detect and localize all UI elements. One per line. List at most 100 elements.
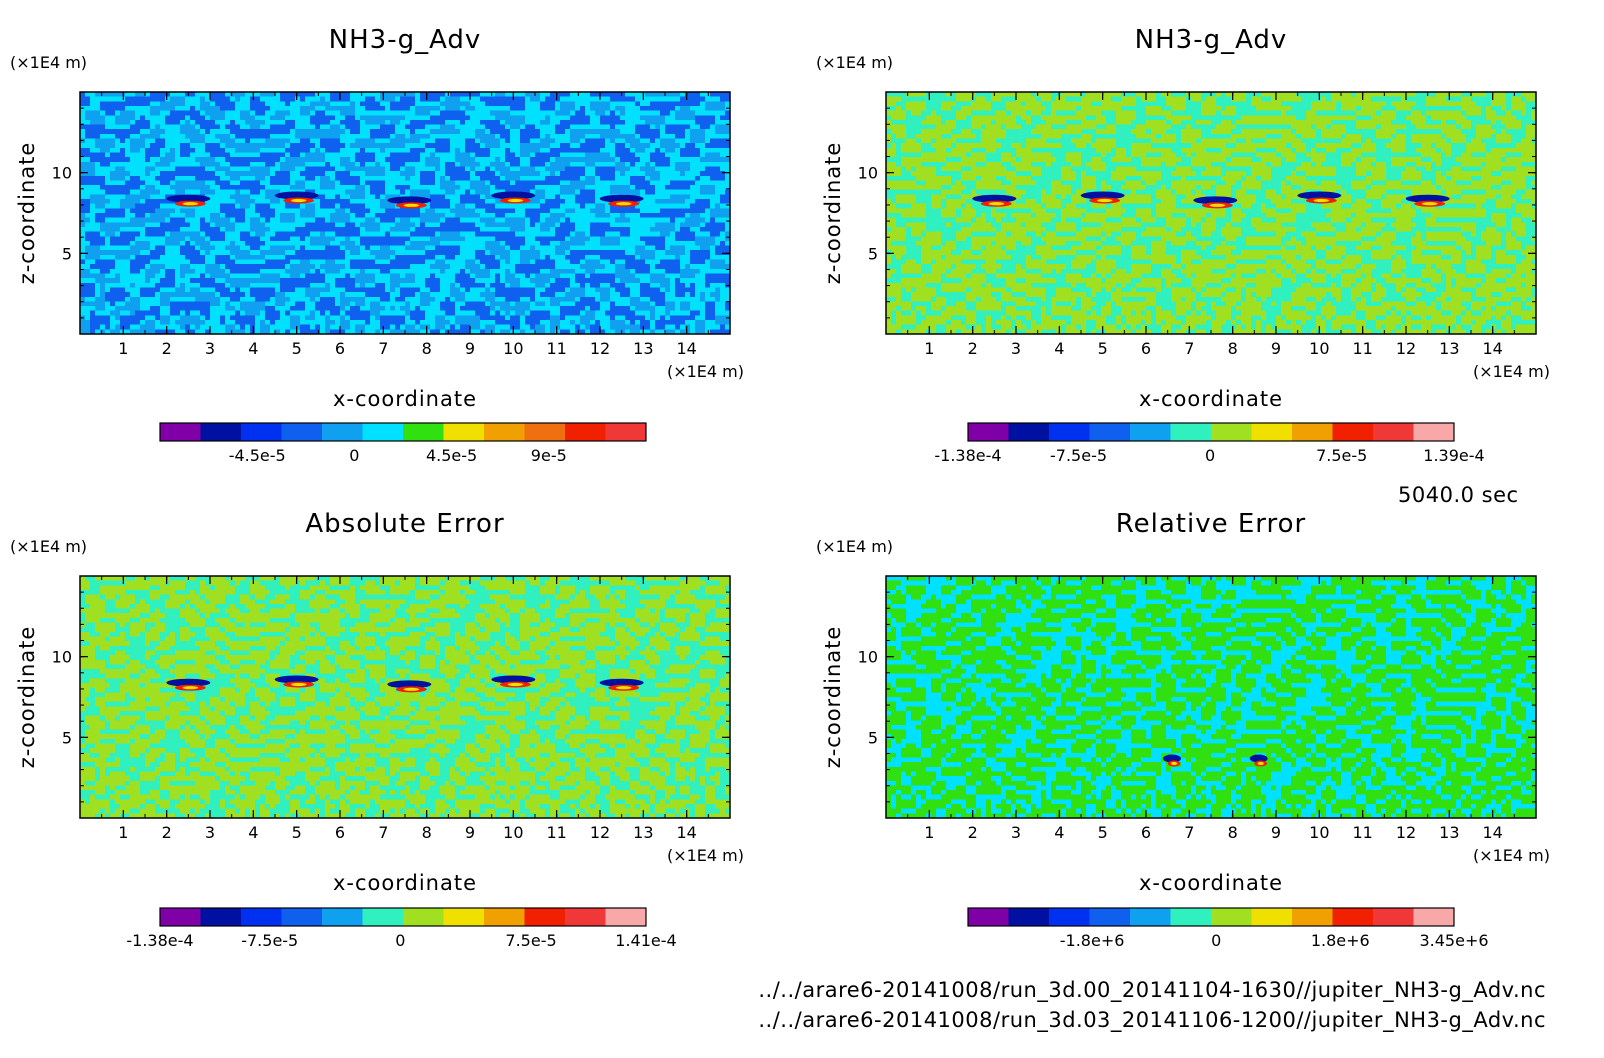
heatmap-cell: [490, 250, 496, 256]
heatmap-cell: [235, 189, 241, 195]
heatmap-cell: [670, 194, 676, 200]
heatmap-cell: [475, 171, 481, 177]
heatmap-cell: [325, 254, 331, 260]
heatmap-cell: [295, 105, 301, 112]
heatmap-cell: [670, 171, 676, 177]
heatmap-cell: [220, 166, 226, 172]
heatmap-cell: [180, 101, 186, 107]
heatmap-cell: [525, 231, 531, 237]
heatmap-cell: [605, 157, 611, 163]
heatmap-cell: [360, 175, 366, 181]
heatmap-cell: [525, 138, 531, 144]
heatmap-cell: [655, 264, 661, 270]
heatmap-cell: [505, 124, 511, 130]
heatmap-cell: [700, 129, 706, 135]
heatmap-cell: [665, 110, 671, 116]
heatmap-cell: [555, 124, 561, 130]
heatmap-cell: [700, 161, 706, 167]
heatmap-cell: [550, 245, 556, 251]
heatmap-cell: [425, 171, 431, 177]
heatmap-cell: [400, 129, 406, 135]
heatmap-cell: [475, 213, 481, 219]
heatmap-cell: [670, 264, 676, 270]
heatmap-cell: [540, 264, 546, 270]
heatmap-cell: [250, 245, 256, 251]
heatmap-cell: [645, 166, 651, 172]
heatmap-cell: [635, 96, 641, 102]
heatmap-cell: [450, 226, 456, 233]
heatmap-cell: [540, 143, 546, 149]
heatmap-cell: [170, 259, 176, 265]
heatmap-cell: [635, 264, 641, 270]
heatmap-cell: [610, 105, 616, 112]
heatmap-cell: [245, 124, 251, 130]
heatmap-cell: [635, 189, 641, 195]
heatmap-cell: [110, 240, 116, 246]
heatmap-cell: [385, 96, 391, 102]
heatmap-cell: [405, 264, 411, 270]
heatmap-cell: [130, 203, 136, 209]
heatmap-cell: [380, 129, 386, 135]
heatmap-cell: [720, 105, 726, 112]
heatmap-cell: [255, 222, 261, 228]
heatmap-cell: [430, 119, 436, 125]
heatmap-cell: [175, 110, 181, 116]
heatmap-cell: [685, 105, 691, 112]
heatmap-cell: [705, 180, 711, 186]
heatmap-cell: [500, 96, 506, 102]
heatmap-cell: [195, 115, 201, 121]
heatmap-cell: [595, 175, 601, 181]
heatmap-cell: [105, 231, 111, 237]
heatmap-cell: [565, 259, 571, 265]
heatmap-cell: [205, 115, 211, 121]
heatmap-cell: [645, 194, 651, 200]
heatmap-cell: [700, 240, 706, 246]
heatmap-cell: [705, 213, 711, 219]
heatmap-cell: [460, 133, 466, 139]
heatmap-cell: [135, 245, 141, 251]
heatmap-cell: [480, 96, 486, 102]
heatmap-cell: [510, 143, 516, 149]
heatmap-cell: [640, 231, 646, 237]
heatmap-cell: [80, 185, 86, 191]
heatmap-cell: [95, 208, 101, 214]
heatmap-cell: [530, 245, 536, 251]
heatmap-cell: [655, 115, 661, 121]
heatmap-cell: [410, 152, 416, 158]
heatmap-cell: [480, 245, 486, 251]
heatmap-cell: [400, 189, 406, 195]
heatmap-cell: [470, 161, 476, 167]
heatmap-cell: [175, 217, 181, 223]
heatmap-cell: [135, 203, 141, 209]
heatmap-cell: [140, 259, 146, 265]
heatmap-cell: [100, 250, 106, 256]
heatmap-cell: [345, 147, 351, 153]
heatmap-cell: [295, 138, 301, 144]
heatmap-cell: [230, 166, 236, 172]
heatmap-cell: [405, 222, 411, 228]
heatmap-cell: [180, 147, 186, 153]
heatmap-cell: [140, 105, 146, 112]
heatmap-cell: [715, 199, 721, 205]
heatmap-cell: [430, 166, 436, 172]
heatmap-cell: [90, 124, 96, 130]
heatmap-cell: [85, 147, 91, 153]
heatmap-cell: [275, 254, 281, 260]
heatmap-cell: [210, 166, 216, 172]
heatmap-cell: [305, 143, 311, 149]
heatmap-cell: [645, 231, 651, 237]
heatmap-cell: [195, 92, 201, 98]
heatmap-cell: [290, 119, 296, 125]
heatmap-cell: [350, 259, 356, 265]
heatmap-cell: [225, 189, 231, 195]
heatmap-cell: [165, 222, 171, 228]
heatmap-cell: [500, 264, 506, 270]
heatmap-cell: [625, 161, 631, 167]
heatmap-cell: [410, 110, 416, 116]
heatmap-cell: [410, 143, 416, 149]
heatmap-cell: [570, 124, 576, 130]
heatmap-cell: [550, 203, 556, 209]
heatmap-cell: [565, 133, 571, 139]
heatmap-cell: [710, 189, 716, 195]
heatmap-cell: [370, 171, 376, 177]
